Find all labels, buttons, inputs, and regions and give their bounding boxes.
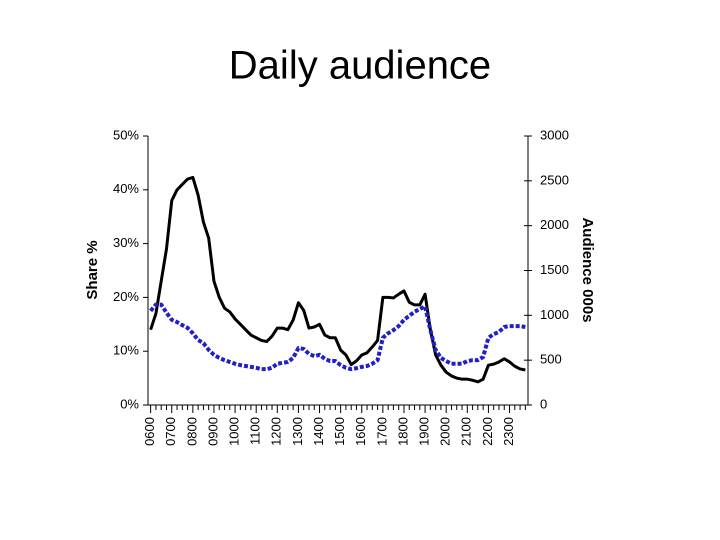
y2-tick-label: 1500 [540, 262, 569, 277]
y2-tick-label: 500 [540, 352, 562, 367]
x-tick-label: 1900 [417, 417, 432, 446]
x-tick-label: 1600 [353, 417, 368, 446]
x-tick-label: 0600 [142, 417, 157, 446]
y-tick-label: 40% [113, 181, 139, 196]
x-tick-label: 2300 [501, 417, 516, 446]
x-tick-label: 1300 [290, 417, 305, 446]
y2-tick-label: 3000 [540, 127, 569, 142]
x-tick-label: 1200 [269, 417, 284, 446]
x-tick-label: 2100 [459, 417, 474, 446]
x-tick-label: 0700 [163, 417, 178, 446]
x-tick-label: 1800 [395, 417, 410, 446]
y-tick-label: 50% [113, 127, 139, 142]
series-line [149, 175, 526, 384]
y2-tick-label: 2000 [540, 217, 569, 232]
x-tick-label: 1700 [374, 417, 389, 446]
x-tick-label: 1000 [227, 417, 242, 446]
chart-title: Daily audience [229, 44, 491, 88]
y-tick-label: 0% [120, 396, 139, 411]
y2-tick-label: 2500 [540, 172, 569, 187]
x-tick-label: 0800 [184, 417, 199, 446]
y2-tick-label: 0 [540, 396, 547, 411]
y-tick-label: 30% [113, 235, 139, 250]
x-tick-label: 1100 [248, 417, 263, 445]
x-tick-label: 2000 [438, 417, 453, 446]
y-tick-label: 10% [113, 343, 139, 358]
x-tick-label: 1500 [332, 417, 347, 446]
series-line [149, 302, 526, 372]
x-tick-label: 2200 [480, 417, 495, 446]
x-tick-label: 0900 [205, 417, 220, 446]
y2-tick-label: 1000 [540, 307, 569, 322]
x-tick-label: 1400 [311, 417, 326, 446]
y-tick-label: 20% [113, 289, 139, 304]
y-axis-label: Share % [84, 240, 101, 299]
y2-axis-label: Audience 000s [579, 217, 596, 322]
